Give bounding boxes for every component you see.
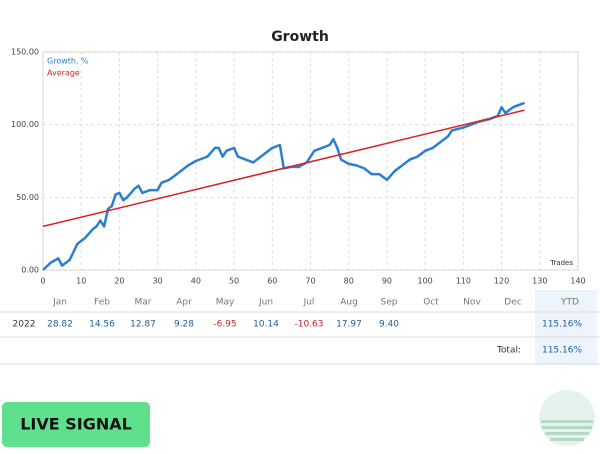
y-tick-label: 150.00 <box>11 48 39 57</box>
icon-stripe <box>550 438 584 441</box>
month-value: 9.28 <box>174 320 194 330</box>
month-header: Oct <box>423 298 439 308</box>
icon-stripe <box>541 420 593 423</box>
x-tick-label: 60 <box>267 277 277 286</box>
month-header: Dec <box>504 298 521 308</box>
month-header: Jan <box>52 298 67 308</box>
legend-entry: Average <box>47 69 80 78</box>
signal-icon <box>539 390 595 446</box>
y-tick-label: 0.00 <box>21 266 39 275</box>
ytd-column <box>535 290 597 365</box>
month-header: Apr <box>176 298 192 308</box>
month-value: -6.95 <box>213 320 236 330</box>
month-header: Sep <box>381 298 398 308</box>
icon-circle <box>539 390 595 446</box>
x-axis-label: Trades <box>549 259 573 267</box>
month-value: -10.63 <box>294 320 323 330</box>
x-tick-label: 40 <box>191 277 201 286</box>
chart-title: Growth <box>271 29 329 45</box>
month-value: 9.40 <box>379 320 399 330</box>
x-tick-label: 140 <box>570 277 585 286</box>
x-tick-label: 30 <box>153 277 163 286</box>
y-tick-label: 50.00 <box>16 193 39 202</box>
button-label[interactable]: LIVE SIGNAL <box>20 415 132 434</box>
x-tick-label: 90 <box>382 277 392 286</box>
x-tick-label: 120 <box>494 277 509 286</box>
month-value: 10.14 <box>253 320 279 330</box>
series-line <box>42 101 525 271</box>
y-tick-label: 100.00 <box>11 120 39 129</box>
month-header: Jul <box>303 298 315 308</box>
live-signal-button[interactable]: LIVE SIGNAL <box>2 402 150 447</box>
year-label: 2022 <box>13 320 36 330</box>
month-value: 14.56 <box>89 320 115 330</box>
x-tick-label: 100 <box>418 277 433 286</box>
x-tick-label: 130 <box>532 277 547 286</box>
month-value: 12.87 <box>130 320 156 330</box>
icon-stripe <box>542 426 592 429</box>
total-value: 115.16% <box>542 346 582 356</box>
x-tick-label: 0 <box>40 277 45 286</box>
month-header: Jun <box>258 298 273 308</box>
x-tick-label: 110 <box>456 277 471 286</box>
month-header: Feb <box>94 298 110 308</box>
month-header: Aug <box>340 298 358 308</box>
month-header: Mar <box>135 298 152 308</box>
x-tick-label: 20 <box>114 277 124 286</box>
ytd-header: YTD <box>560 298 579 308</box>
ytd-value: 115.16% <box>542 320 582 330</box>
month-value: 28.82 <box>47 320 73 330</box>
x-tick-label: 50 <box>229 277 239 286</box>
month-header: May <box>216 298 235 308</box>
legend-entry: Growth, % <box>47 57 89 66</box>
month-value: 17.97 <box>336 320 362 330</box>
x-tick-label: 10 <box>76 277 86 286</box>
month-header: Nov <box>463 298 481 308</box>
total-label: Total: <box>496 346 521 356</box>
icon-stripe <box>545 432 589 435</box>
x-tick-label: 70 <box>305 277 315 286</box>
button-bg[interactable] <box>2 402 150 447</box>
series-line <box>42 109 525 228</box>
x-tick-label: 80 <box>344 277 354 286</box>
